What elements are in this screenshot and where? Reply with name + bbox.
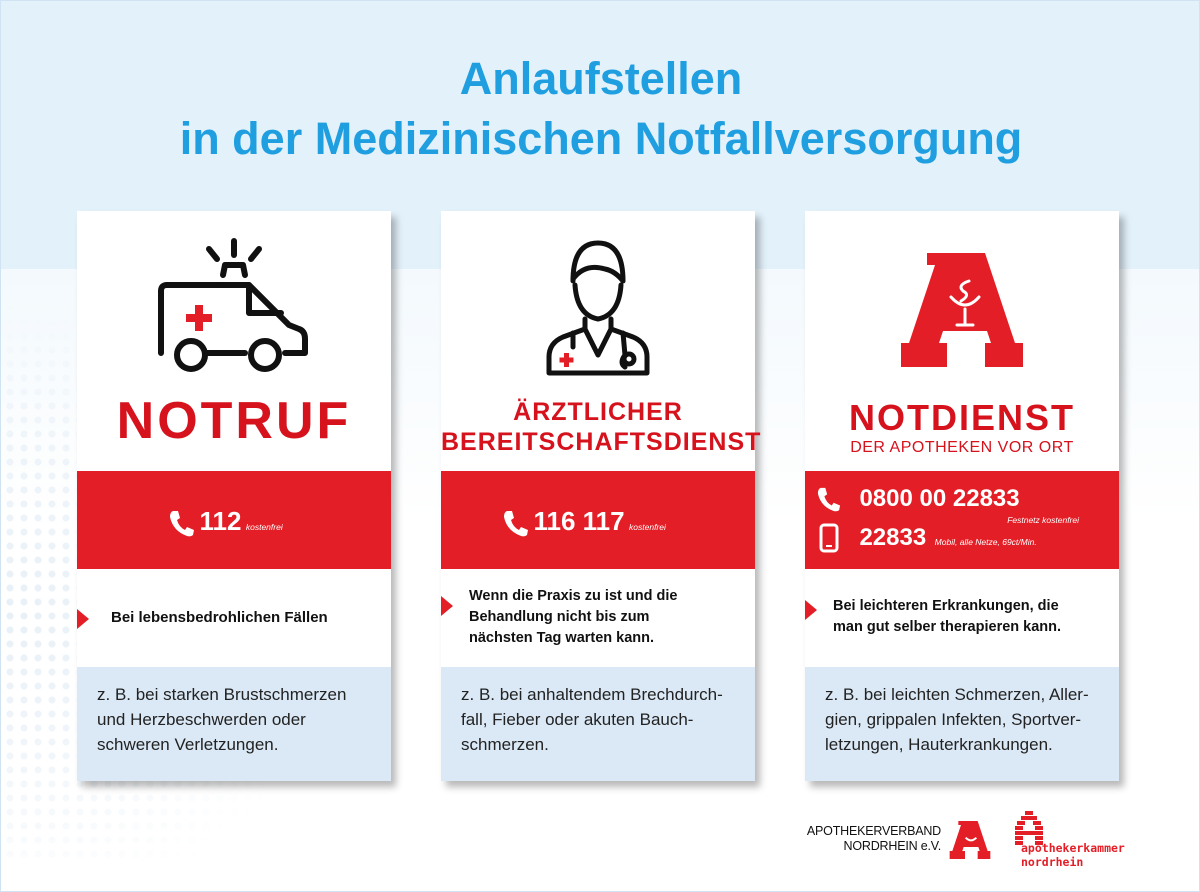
phone-band: 116 117 kostenfrei <box>441 471 755 569</box>
title-line-2: in der Medizinischen Notfallversorgung <box>179 113 1023 164</box>
example-box: z. B. bei leichten Schmerzen, Aller- gie… <box>805 667 1119 781</box>
kammer-line-2: nordrhein <box>1021 855 1084 869</box>
verband-line-1: APOTHEKERVERBAND <box>806 824 941 838</box>
verband-logo-text: APOTHEKERVERBAND NORDRHEIN e.V. <box>791 824 941 854</box>
description-line: Behandlung nicht bis zum <box>469 609 650 625</box>
card-bereitschaftsdienst: ÄRZTLICHER BEREITSCHAFTSDIENST 116 117 k… <box>441 211 762 781</box>
card-subtitle: DER APOTHEKEN VOR ORT <box>850 439 1074 456</box>
arrow-marker <box>805 600 817 620</box>
phone-landline: 0800 00 22833 <box>859 485 1020 512</box>
card-title-line: ÄRZTLICHER <box>513 398 683 426</box>
kammer-line-1: apothekerkammer <box>1021 841 1125 855</box>
phone-icon <box>169 509 195 542</box>
verband-a-logo-icon <box>945 816 995 871</box>
example-line: z. B. bei leichten Schmerzen, Aller- <box>825 685 1089 704</box>
verband-line-2: NORDRHEIN e.V. <box>843 839 942 853</box>
phone-band: 0800 00 22833 Festnetz kostenfrei 22833 … <box>805 471 1119 569</box>
example-line: letzungen, Hauterkrankungen. <box>825 735 1053 754</box>
description-line: man gut selber therapieren kann. <box>833 619 1062 635</box>
description-line: Wenn die Praxis zu ist und die <box>469 588 678 604</box>
description: Bei lebensbedrohlichen Fällen <box>77 586 391 666</box>
phone-icon <box>503 509 529 542</box>
example-box: z. B. bei anhaltendem Brechdurch- fall, … <box>441 667 755 781</box>
ambulance-icon <box>77 229 391 389</box>
card-notruf: NOTRUF 112 kostenfrei Bei lebensbedrohli… <box>77 211 391 781</box>
phone-landline-note: Festnetz kostenfrei <box>1007 515 1079 525</box>
pharmacy-a-icon <box>805 229 1119 389</box>
description-text: Bei lebensbedrohlichen Fällen <box>111 609 328 626</box>
example-line: z. B. bei starken Brustschmerzen <box>97 685 347 704</box>
example-line: schmerzen. <box>461 735 549 754</box>
kammer-logo-icon <box>1011 809 1047 862</box>
arrow-marker <box>77 609 89 629</box>
description-line: Bei leichteren Erkrankungen, die <box>833 598 1059 614</box>
page-title: Anlaufstellen in der Medizinischen Notfa… <box>1 49 1199 169</box>
description-text: Bei leichteren Erkrankungen, die man gut… <box>833 596 1107 638</box>
example-line: fall, Fieber oder akuten Bauch- <box>461 710 694 729</box>
arrow-marker <box>441 596 453 616</box>
example-line: gien, grippalen Infekten, Sportver- <box>825 710 1082 729</box>
title-line-1: Anlaufstellen <box>459 53 743 104</box>
example-line: z. B. bei anhaltendem Brechdurch- <box>461 685 723 704</box>
description: Bei leichteren Erkrankungen, die man gut… <box>805 586 1119 666</box>
example-line: und Herzbeschwerden oder <box>97 710 306 729</box>
kammer-logo-text: apothekerkammer nordrhein <box>1021 841 1125 869</box>
description-line: nächsten Tag warten kann. <box>469 630 655 646</box>
phone-mobile-note: Mobil, alle Netze, 69ct/Min. <box>934 536 1037 547</box>
phone-band: 112 kostenfrei <box>77 471 391 569</box>
mobile-phone-icon <box>819 523 839 558</box>
description: Wenn die Praxis zu ist und die Behandlun… <box>441 586 755 666</box>
phone-mobile: 22833 <box>859 523 927 551</box>
doctor-icon <box>441 229 755 389</box>
card-title-line: BEREITSCHAFTSDIENST <box>441 428 762 456</box>
description-text: Wenn die Praxis zu ist und die Behandlun… <box>469 586 743 649</box>
card-title: NOTDIENST <box>848 397 1075 438</box>
card-notdienst: NOTDIENST DER APOTHEKEN VOR ORT 0800 00 … <box>805 211 1119 781</box>
card-title: ÄRZTLICHER BEREITSCHAFTSDIENST <box>441 397 762 457</box>
phone-number: 112 <box>199 506 242 536</box>
phone-note: kostenfrei <box>245 522 283 532</box>
card-title: NOTRUF <box>116 392 352 450</box>
phone-number: 116 117 <box>533 506 625 536</box>
example-box: z. B. bei starken Brustschmerzen und Her… <box>77 667 391 781</box>
phone-note: kostenfrei <box>629 522 666 532</box>
phone-icon <box>817 486 841 517</box>
example-line: schweren Verletzungen. <box>97 735 279 754</box>
